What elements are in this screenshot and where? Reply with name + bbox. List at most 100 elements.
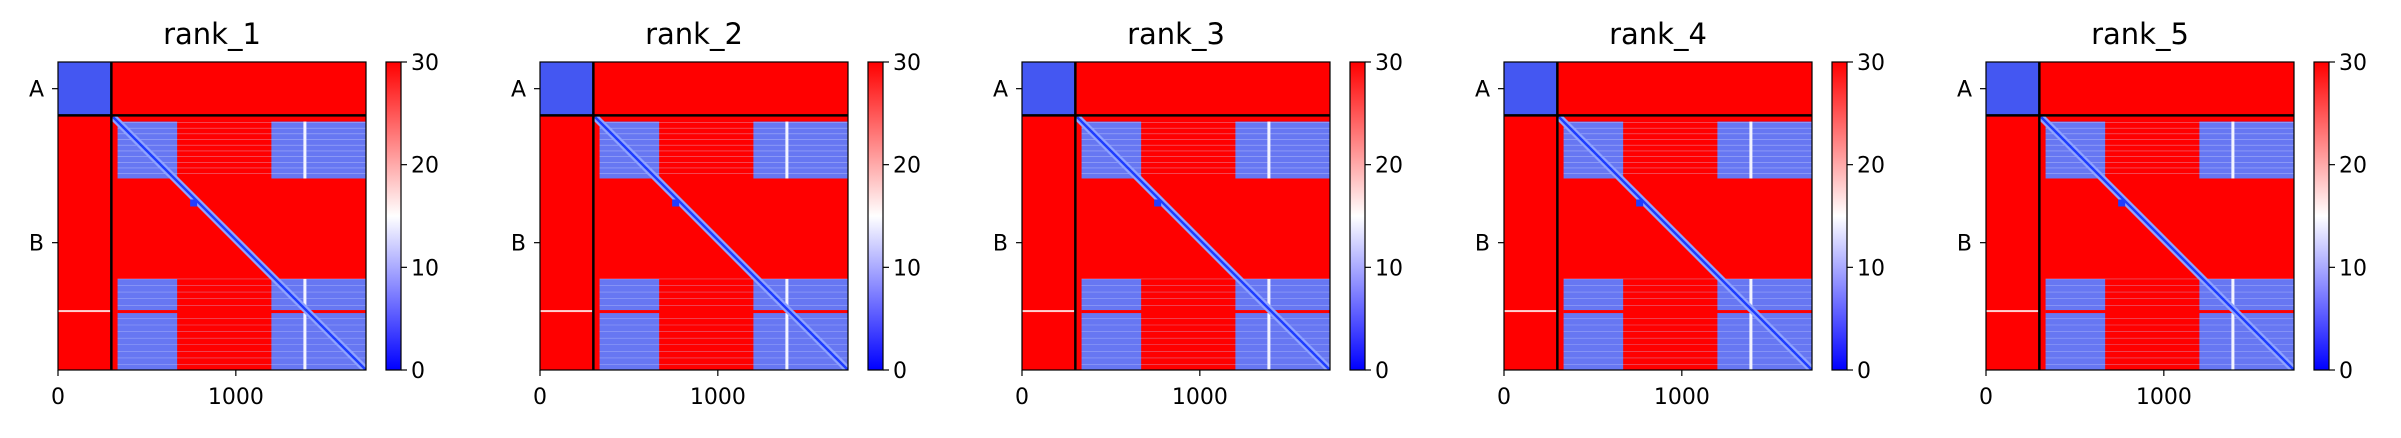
heatmap-panel-3: rank_3 A B 0 1000 0 10 20 30 (993, 17, 1403, 410)
colorbar-tick-label: 30 (2339, 51, 2367, 76)
panel-title: rank_1 (163, 17, 261, 51)
low-error-block (1717, 121, 1812, 179)
colorbar-tick-label: 10 (2339, 256, 2367, 281)
y-tick-label: A (1957, 78, 1972, 103)
block-separator (2231, 278, 2235, 370)
colorbar-gradient (867, 61, 884, 371)
colorbar-tick-label: 30 (1375, 51, 1403, 76)
y-tick-label: B (29, 232, 44, 257)
block-separator (785, 121, 789, 179)
low-error-block (2045, 278, 2106, 370)
colorbar-tick-label: 10 (411, 256, 439, 281)
block-separator (303, 278, 307, 370)
colorbar: 0 10 20 30 (1349, 51, 1403, 384)
diagonal-core (1558, 116, 1812, 370)
block-separator (1267, 121, 1271, 179)
colorbar-tick-label: 30 (411, 51, 439, 76)
heatmap-matrix (540, 62, 848, 370)
low-error-block (1563, 278, 1624, 370)
block-separator (1986, 310, 2040, 313)
colorbar-tick-label: 20 (1375, 154, 1403, 179)
colorbar: 0 10 20 30 (385, 51, 439, 384)
x-tick-label: 1000 (2136, 385, 2192, 410)
x-tick-label: 0 (533, 385, 547, 410)
diagonal-node (1154, 199, 1162, 207)
y-tick-label: A (993, 78, 1008, 103)
x-tick-label: 1000 (1172, 385, 1228, 410)
heatmap-matrix (1986, 62, 2294, 370)
diagonal-node (672, 199, 680, 207)
colorbar-gradient (1831, 61, 1848, 371)
heatmap-panel-2: rank_2 A B 0 1000 0 10 20 30 (511, 17, 921, 410)
diagonal-core (2040, 116, 2294, 370)
y-tick-label: B (1957, 232, 1972, 257)
low-error-block (1022, 62, 1076, 116)
colorbar-tick-label: 0 (893, 359, 907, 384)
low-error-block (58, 62, 112, 116)
heatmap-panel-4: rank_4 A B 0 1000 0 10 20 30 (1475, 17, 1885, 410)
colorbar-tick-label: 20 (893, 154, 921, 179)
diagonal-core (112, 116, 366, 370)
colorbar-tick-label: 0 (1857, 359, 1871, 384)
x-tick-label: 0 (1497, 385, 1511, 410)
y-tick-label: B (1475, 232, 1490, 257)
colorbar: 0 10 20 30 (867, 51, 921, 384)
colorbar-tick-label: 20 (2339, 154, 2367, 179)
low-error-block (1235, 121, 1330, 179)
panel-title: rank_3 (1127, 17, 1225, 51)
x-tick-label: 1000 (690, 385, 746, 410)
block-separator (2231, 121, 2235, 179)
x-tick-label: 0 (1979, 385, 1993, 410)
colorbar: 0 10 20 30 (1831, 51, 1885, 384)
block-separator (303, 121, 307, 179)
x-tick-label: 1000 (208, 385, 264, 410)
low-error-block (2199, 121, 2294, 179)
y-tick-label: A (511, 78, 526, 103)
x-tick-label: 0 (51, 385, 65, 410)
heatmap-panel-5: rank_5 A B 0 1000 0 10 20 30 (1957, 17, 2367, 410)
low-error-block (271, 121, 366, 179)
panel-title: rank_2 (645, 17, 743, 51)
panel-title: rank_4 (1609, 17, 1707, 51)
low-error-block (540, 62, 594, 116)
diagonal-node (2118, 199, 2126, 207)
colorbar-tick-label: 30 (893, 51, 921, 76)
block-separator (1081, 310, 1330, 314)
diagonal-core (594, 116, 848, 370)
colorbar-gradient (385, 61, 402, 371)
block-separator (785, 278, 789, 370)
colorbar-gradient (2313, 61, 2330, 371)
low-error-block (1504, 62, 1558, 116)
low-error-block (599, 278, 660, 370)
colorbar-tick-label: 10 (1857, 256, 1885, 281)
block-separator (1749, 278, 1753, 370)
plot-frame (1985, 61, 2295, 371)
x-tick-label: 1000 (1654, 385, 1710, 410)
x-tick-label: 0 (1015, 385, 1029, 410)
heatmap-panel-1: rank_1 A B 0 1000 0 10 20 30 (29, 17, 439, 410)
block-separator (1022, 310, 1076, 313)
low-error-block (1081, 278, 1142, 370)
low-error-block (1986, 62, 2040, 116)
block-separator (1749, 121, 1753, 179)
low-error-block (117, 278, 178, 370)
colorbar-tick-label: 10 (893, 256, 921, 281)
y-tick-label: B (511, 232, 526, 257)
heatmap-matrix (58, 62, 366, 370)
colorbar-tick-label: 10 (1375, 256, 1403, 281)
diagonal-node (1636, 199, 1644, 207)
plot-frame (1021, 61, 1331, 371)
y-tick-label: A (29, 78, 44, 103)
colorbar-tick-label: 0 (411, 359, 425, 384)
y-tick-label: A (1475, 78, 1490, 103)
block-separator (117, 310, 366, 314)
block-separator (1504, 310, 1558, 313)
block-separator (599, 310, 848, 314)
diagonal-node (190, 199, 198, 207)
colorbar-tick-label: 0 (2339, 359, 2353, 384)
colorbar-tick-label: 0 (1375, 359, 1389, 384)
low-error-block (753, 121, 848, 179)
diagonal-core (1076, 116, 1330, 370)
heatmap-matrix (1504, 62, 1812, 370)
